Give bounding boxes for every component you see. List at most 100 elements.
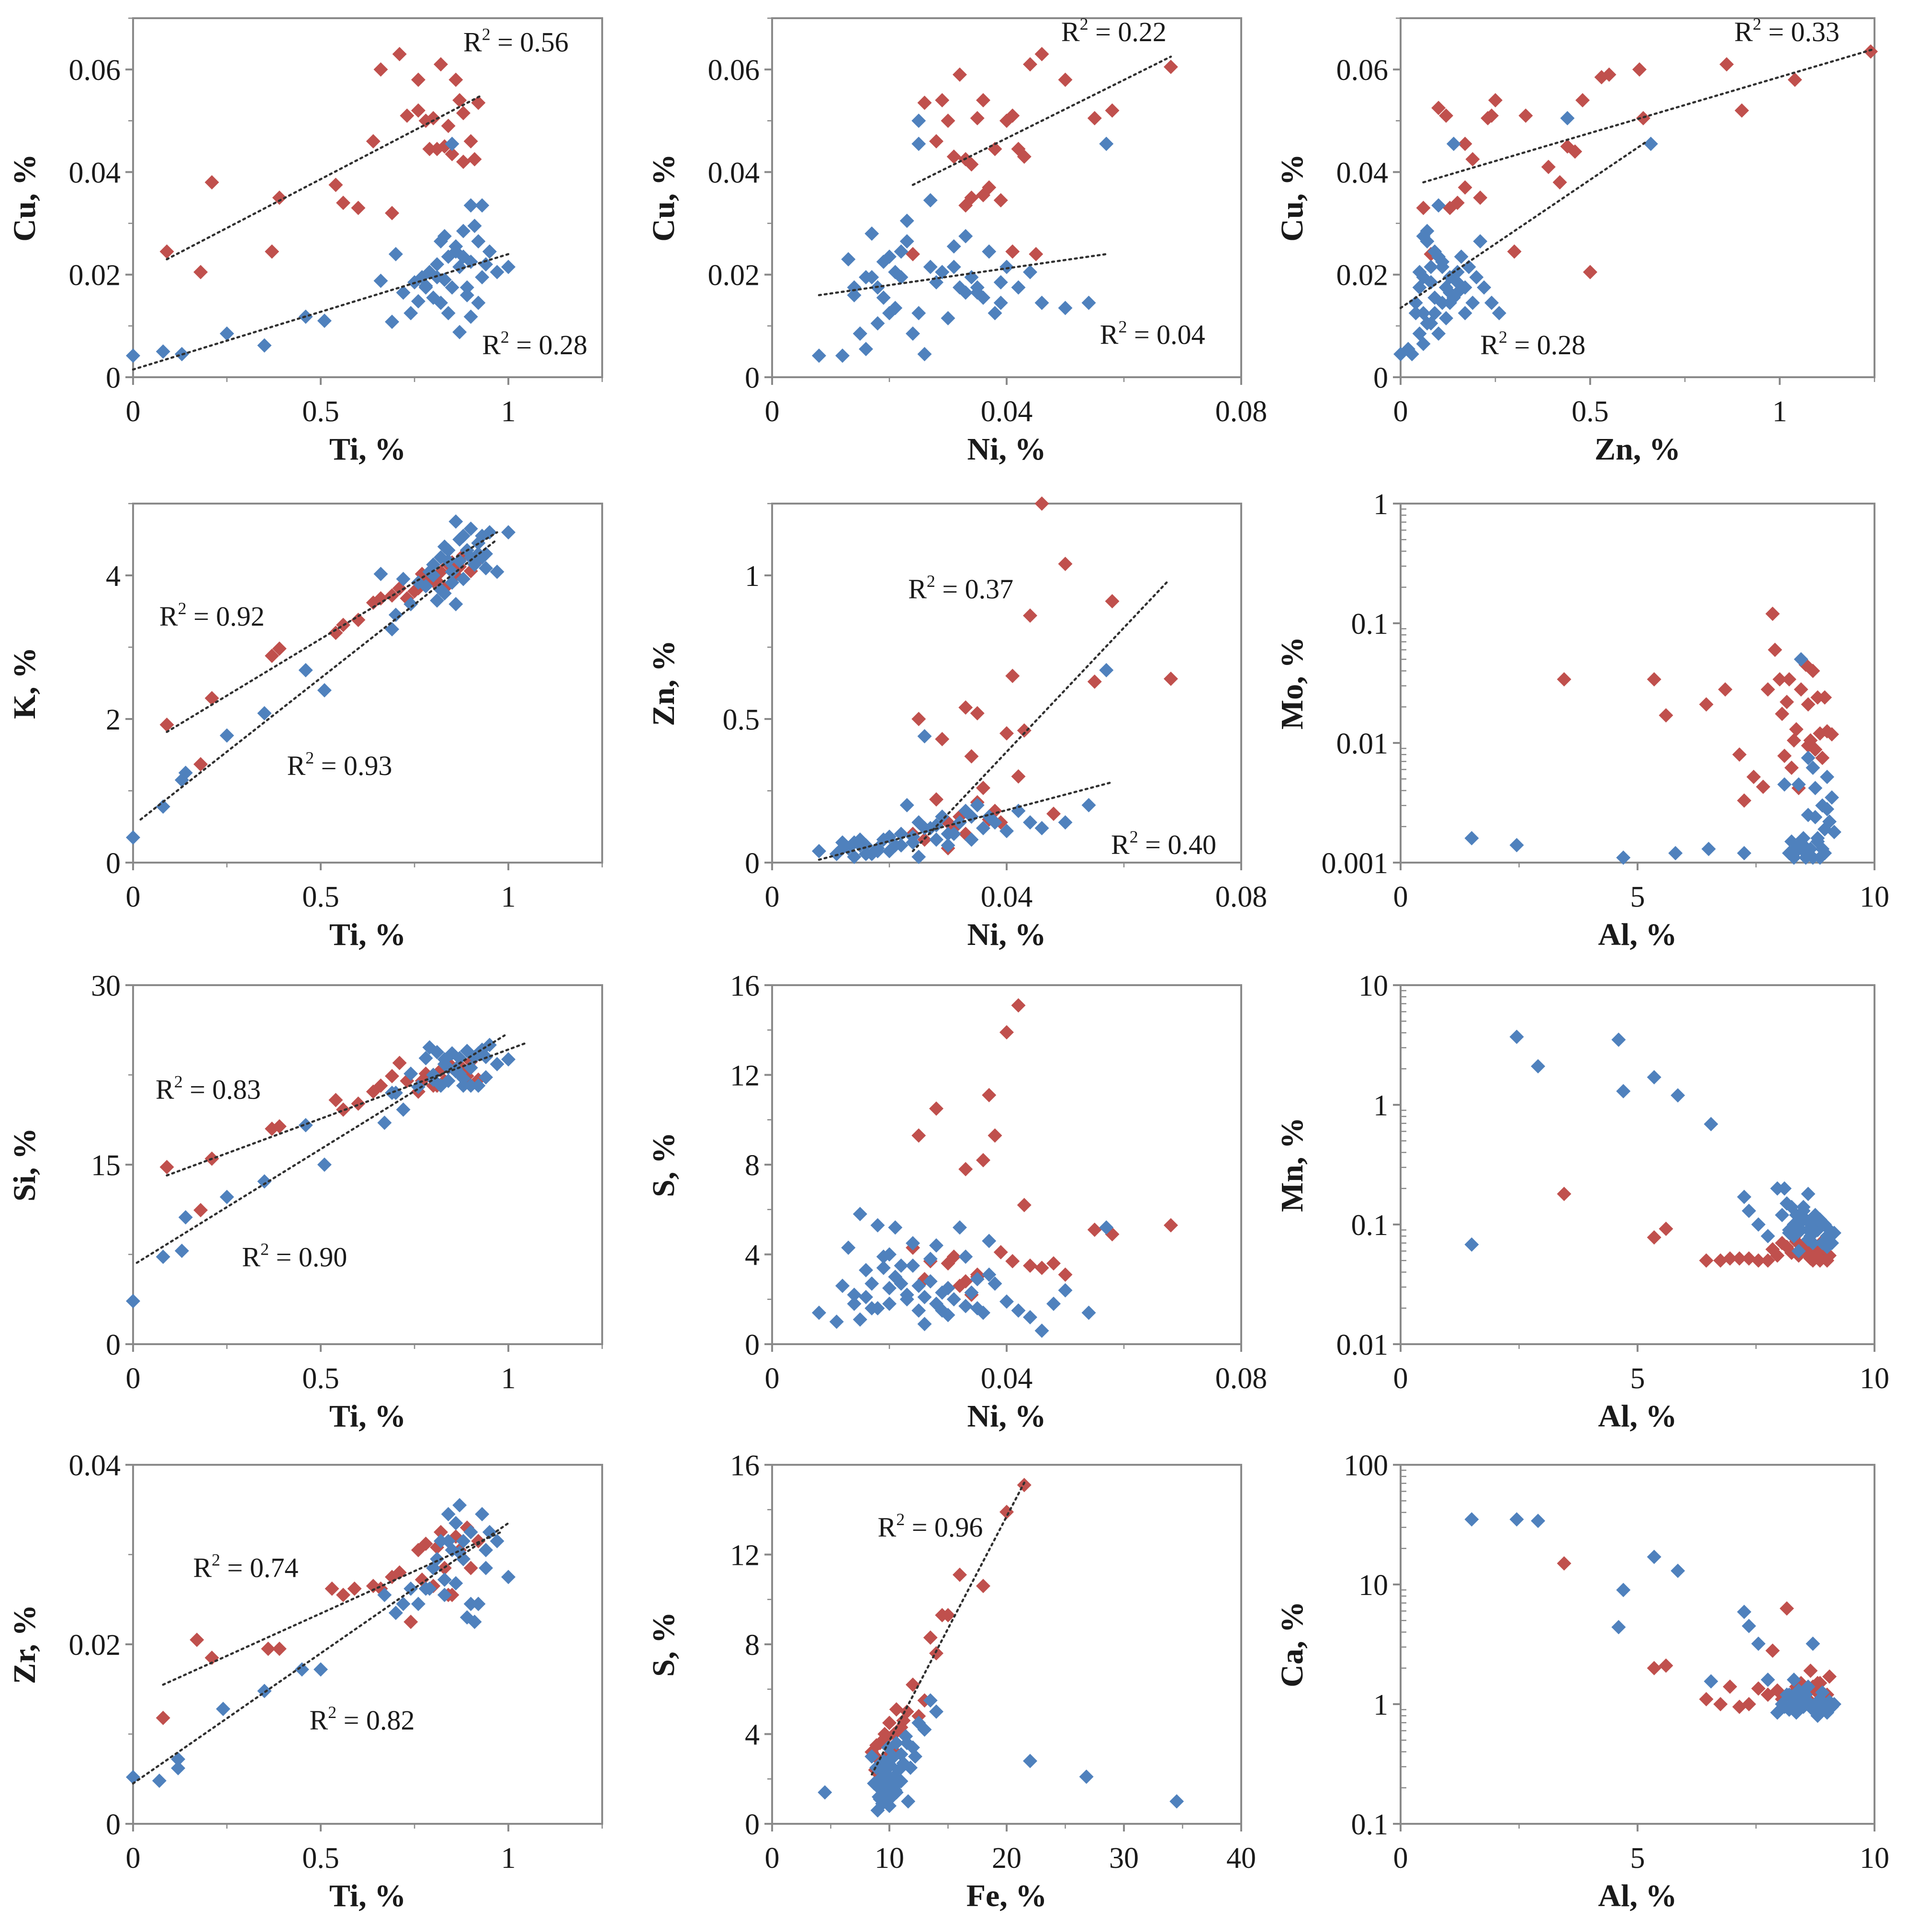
data-point: [430, 257, 445, 272]
data-point: [449, 514, 463, 529]
plot-frame: [132, 1464, 603, 1825]
trendline-red: [911, 580, 1169, 853]
y-tick-label: 0: [745, 1808, 760, 1841]
data-point: [422, 142, 437, 157]
data-point: [870, 316, 885, 331]
y-tick-label: 0.1: [1351, 1209, 1389, 1242]
data-point: [298, 663, 313, 677]
data-point: [888, 1269, 903, 1284]
data-point: [1806, 760, 1820, 775]
data-point: [999, 259, 1014, 274]
y-tick-label: 1: [745, 560, 760, 593]
y-tick-label: 16: [730, 970, 760, 1002]
data-point: [1824, 790, 1839, 805]
data-point: [1699, 1253, 1714, 1268]
data-point: [976, 1153, 990, 1168]
chart-mo-al: 0 5 10 0.001 0.01 0.1 1 Al, % Mo, %: [1275, 488, 1889, 952]
data-point: [1105, 103, 1120, 118]
data-point: [1435, 254, 1450, 269]
trendline-blue: [135, 1034, 506, 1264]
data-point: [490, 1057, 505, 1071]
data-point: [853, 1312, 867, 1327]
x-tick-label: 0: [765, 1842, 780, 1875]
data-point: [889, 1702, 904, 1717]
data-point: [993, 193, 1008, 208]
data-point: [1611, 1032, 1626, 1047]
data-point: [445, 136, 460, 151]
y-tick-label: 30: [91, 970, 121, 1002]
data-point: [1034, 1260, 1049, 1275]
data-point: [467, 152, 482, 167]
y-tick-label: 0.04: [69, 157, 121, 189]
data-point: [490, 1534, 505, 1549]
y-axis-label: Cu, %: [1275, 154, 1310, 241]
data-point: [396, 1102, 411, 1117]
y-tick-label: 0.04: [708, 157, 760, 189]
data-point: [456, 224, 471, 238]
data-point: [463, 1078, 478, 1093]
data-point: [894, 1258, 909, 1273]
data-point: [1751, 1217, 1766, 1232]
data-point: [463, 1596, 478, 1611]
data-point: [1017, 149, 1032, 164]
data-point: [418, 1537, 433, 1551]
data-point: [463, 1561, 478, 1575]
data-point: [373, 591, 388, 606]
x-tick-label: 5: [1630, 1362, 1645, 1395]
data-point: [404, 1067, 418, 1081]
x-tick-label: 0: [126, 1842, 141, 1875]
series-blue: [1464, 652, 1841, 865]
data-point: [1751, 1253, 1766, 1268]
data-point: [1761, 1229, 1775, 1244]
x-tick-label: 0.5: [302, 1842, 339, 1875]
data-point: [1761, 682, 1775, 697]
series-red: [906, 998, 1178, 1302]
data-point: [433, 1525, 448, 1539]
data-point: [351, 201, 366, 215]
x-tick-label: 0.04: [981, 881, 1033, 913]
data-point: [1435, 295, 1450, 310]
data-point: [426, 111, 441, 125]
data-point: [929, 832, 943, 847]
data-point: [404, 1615, 418, 1629]
r-squared-label: R2 = 0.93: [287, 748, 392, 781]
data-point: [896, 1713, 911, 1728]
data-point: [463, 521, 478, 536]
data-point: [1786, 1672, 1801, 1687]
y-tick-label: 12: [730, 1539, 760, 1572]
data-point: [501, 525, 516, 539]
data-point: [445, 1587, 460, 1602]
data-point: [1011, 769, 1026, 784]
x-tick-label: 1: [1773, 395, 1787, 428]
series-blue: [1393, 111, 1658, 361]
data-point: [935, 809, 950, 824]
chart-s-fe: 0 10 20 30 40 0 4 8 12 16 Fe, % S, % R2 = 0.96: [646, 1449, 1256, 1913]
data-point: [923, 1693, 938, 1708]
data-point: [929, 792, 943, 807]
data-point: [159, 244, 174, 259]
data-point: [1801, 738, 1816, 753]
data-point: [1164, 59, 1178, 74]
data-point: [869, 1738, 884, 1752]
data-point: [377, 1587, 392, 1602]
data-point: [1046, 1296, 1061, 1311]
data-point: [317, 314, 332, 328]
y-tick-label: 4: [745, 1719, 760, 1752]
data-point: [478, 257, 493, 272]
data-point: [456, 155, 471, 169]
y-tick-label: 0.02: [69, 1629, 121, 1662]
data-point: [445, 146, 460, 161]
data-point: [1099, 1220, 1114, 1235]
data-point: [1081, 295, 1096, 310]
data-point: [384, 315, 399, 329]
data-point: [847, 1287, 862, 1302]
data-point: [908, 1749, 922, 1764]
data-point: [923, 259, 938, 274]
x-tick-label: 0: [1393, 1362, 1408, 1395]
data-point: [467, 218, 482, 233]
x-tick-label: 0.04: [981, 1362, 1033, 1395]
x-tick-label: 0.08: [1215, 881, 1268, 913]
series-blue: [126, 1498, 516, 1788]
series-red: [1416, 44, 1878, 280]
data-point: [204, 175, 219, 190]
